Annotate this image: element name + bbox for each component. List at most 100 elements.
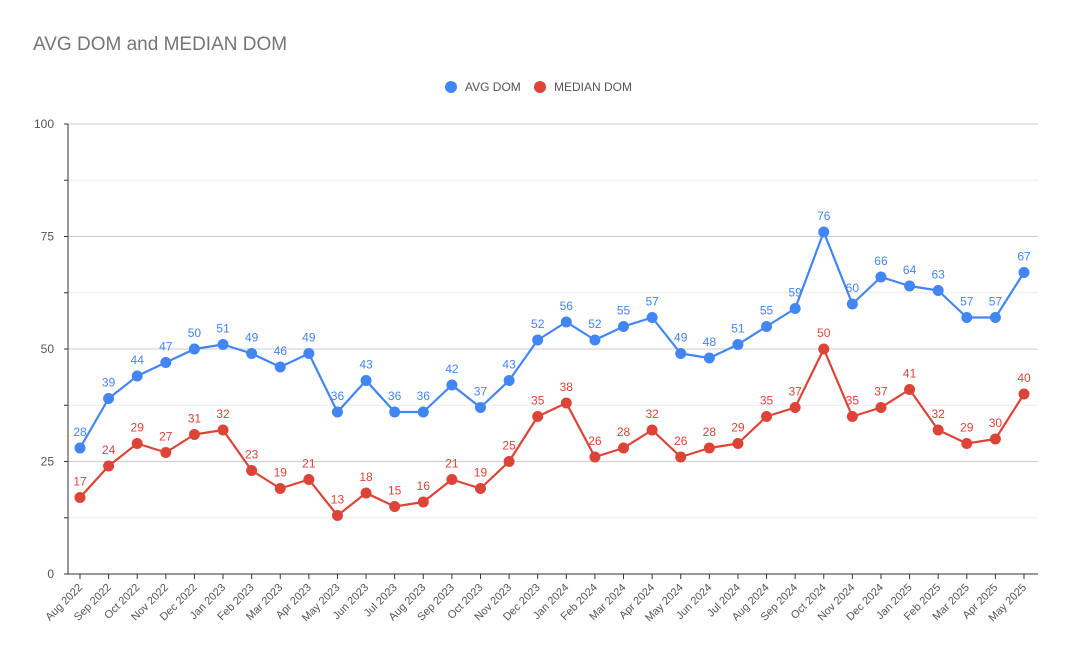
data-point (989, 312, 1001, 323)
data-point (732, 438, 744, 449)
data-label: 49 (245, 331, 259, 345)
data-label: 64 (903, 263, 917, 277)
data-label: 16 (417, 479, 431, 493)
data-point (989, 433, 1001, 445)
data-point (675, 451, 687, 463)
data-label: 50 (817, 326, 831, 340)
data-label: 37 (474, 385, 488, 399)
data-point (360, 375, 372, 386)
data-point (417, 496, 429, 508)
chart-title: AVG DOM and MEDIAN DOM (33, 34, 288, 55)
data-label: 26 (674, 434, 688, 448)
data-label: 18 (359, 470, 373, 484)
data-label: 32 (932, 407, 946, 421)
data-label: 55 (617, 304, 631, 318)
data-point (732, 339, 744, 350)
data-label: 27 (159, 430, 173, 444)
data-label: 43 (502, 358, 516, 372)
data-point (875, 402, 887, 413)
data-label: 17 (73, 475, 87, 489)
legend-marker (445, 81, 457, 93)
data-point (532, 411, 544, 422)
data-point (589, 451, 601, 463)
data-label: 48 (703, 335, 717, 349)
data-point (646, 312, 658, 323)
data-label: 28 (617, 425, 631, 439)
data-label: 57 (645, 295, 659, 309)
data-point (846, 411, 858, 422)
data-point (532, 334, 544, 346)
data-label: 13 (331, 493, 345, 507)
data-label: 52 (531, 317, 545, 331)
data-label: 35 (760, 394, 774, 408)
data-label: 67 (1017, 250, 1031, 264)
y-tick-label: 50 (41, 342, 55, 356)
data-point (703, 442, 715, 454)
data-point (589, 334, 601, 346)
data-point (961, 312, 973, 323)
data-label: 29 (131, 421, 145, 435)
data-point (618, 442, 630, 454)
data-label: 39 (102, 376, 116, 390)
data-point (789, 402, 801, 413)
data-point (188, 343, 200, 355)
data-point (389, 406, 401, 418)
data-point (932, 285, 944, 296)
data-label: 19 (274, 466, 288, 480)
data-point (160, 447, 172, 458)
data-point (961, 438, 973, 449)
data-point (303, 348, 315, 359)
legend-label: MEDIAN DOM (554, 80, 632, 94)
data-label: 44 (131, 353, 145, 367)
data-label: 24 (102, 443, 116, 457)
data-label: 41 (903, 367, 917, 381)
data-label: 50 (188, 326, 202, 340)
data-point (560, 316, 572, 328)
data-point (131, 438, 143, 449)
data-label: 29 (960, 421, 974, 435)
data-label: 76 (817, 209, 831, 223)
data-label: 31 (188, 412, 202, 426)
data-label: 36 (331, 389, 345, 403)
data-label: 51 (216, 322, 230, 336)
data-label: 47 (159, 340, 173, 354)
data-point (761, 321, 773, 332)
legend-label: AVG DOM (465, 80, 521, 94)
data-point (74, 442, 86, 454)
y-tick-label: 75 (41, 230, 55, 244)
data-label: 38 (560, 380, 574, 394)
data-point (217, 424, 229, 436)
data-label: 66 (874, 254, 888, 268)
data-point (217, 339, 229, 350)
legend-marker (534, 81, 546, 93)
data-point (160, 357, 172, 368)
data-label: 26 (588, 434, 602, 448)
y-tick-label: 25 (41, 455, 55, 469)
data-point (474, 402, 486, 413)
data-point (474, 483, 486, 494)
data-point (618, 321, 630, 332)
data-label: 40 (1017, 371, 1031, 385)
data-label: 30 (989, 416, 1003, 430)
data-label: 60 (846, 281, 860, 295)
data-point (503, 375, 515, 386)
data-label: 21 (445, 457, 459, 471)
data-point (417, 406, 429, 418)
data-label: 29 (731, 421, 745, 435)
data-point (274, 361, 286, 373)
data-point (703, 352, 715, 364)
data-point (131, 370, 143, 382)
data-point (1018, 388, 1030, 400)
data-label: 56 (560, 299, 574, 313)
data-point (503, 456, 515, 467)
data-point (246, 348, 258, 359)
data-label: 25 (502, 439, 516, 453)
data-point (675, 348, 687, 359)
data-point (103, 393, 115, 404)
data-label: 57 (989, 295, 1003, 309)
data-point (904, 384, 916, 395)
data-label: 49 (302, 331, 316, 345)
data-label: 46 (274, 344, 288, 358)
data-label: 59 (788, 286, 802, 300)
